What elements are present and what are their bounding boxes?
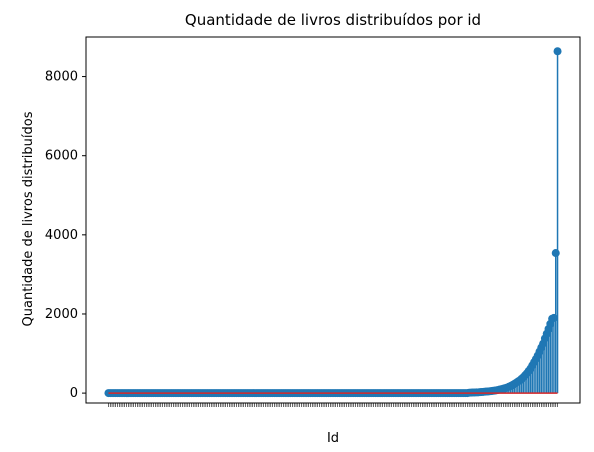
plot-area: [104, 47, 562, 398]
axes-frame: [85, 36, 581, 404]
stem-marker: [549, 313, 558, 322]
y-axis-label: Quantidade de livros distribuídos: [21, 111, 36, 326]
y-tick-label: 4000: [45, 228, 78, 243]
axes: 0 2000 4000 6000 8000: [45, 36, 581, 407]
chart-title: Quantidade de livros distribuídos por id: [185, 11, 481, 29]
x-axis-label: Id: [327, 431, 339, 446]
y-tick-label: 0: [70, 386, 78, 401]
stem-marker: [553, 47, 562, 56]
y-tick-label: 6000: [45, 149, 78, 164]
y-tick-label: 2000: [45, 307, 78, 322]
stem-marker: [551, 249, 560, 258]
y-tick-label: 8000: [45, 70, 78, 85]
